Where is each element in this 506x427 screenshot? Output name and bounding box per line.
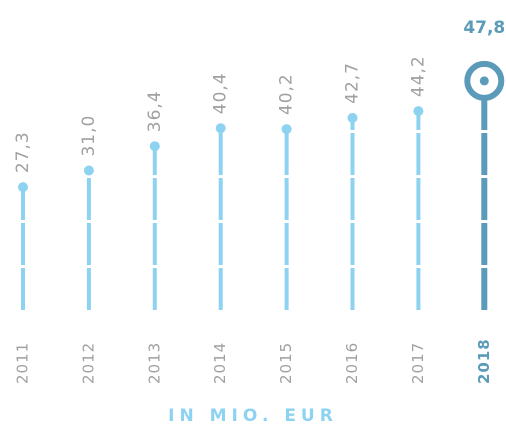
value-label: 27,3	[13, 131, 33, 173]
x-tick-label: 2011	[14, 342, 32, 384]
dot	[149, 141, 160, 152]
x-tick-label: 2013	[145, 342, 163, 384]
x-tick-label: 2015	[277, 342, 295, 384]
value-label: 47,8	[463, 18, 505, 38]
dot	[413, 106, 424, 117]
value-label: 40,2	[277, 73, 297, 115]
axis-label: IN MIO. EUR	[168, 406, 338, 426]
value-label: 42,7	[343, 62, 363, 104]
value-label: 31,0	[79, 115, 99, 157]
x-tick-label: 2012	[79, 342, 97, 384]
dot	[18, 182, 28, 193]
dot	[215, 123, 226, 134]
dot	[83, 165, 94, 176]
x-tick-label: 2014	[211, 342, 229, 384]
x-tick-label: 2017	[409, 342, 427, 384]
x-tick-label: 2018	[475, 338, 493, 384]
dot	[347, 112, 358, 123]
value-label: 40,4	[211, 72, 231, 114]
dot-center	[479, 76, 489, 86]
x-tick-label: 2016	[343, 342, 361, 384]
dot	[281, 124, 292, 135]
value-label: 36,4	[145, 90, 165, 132]
value-label: 44,2	[408, 55, 428, 97]
